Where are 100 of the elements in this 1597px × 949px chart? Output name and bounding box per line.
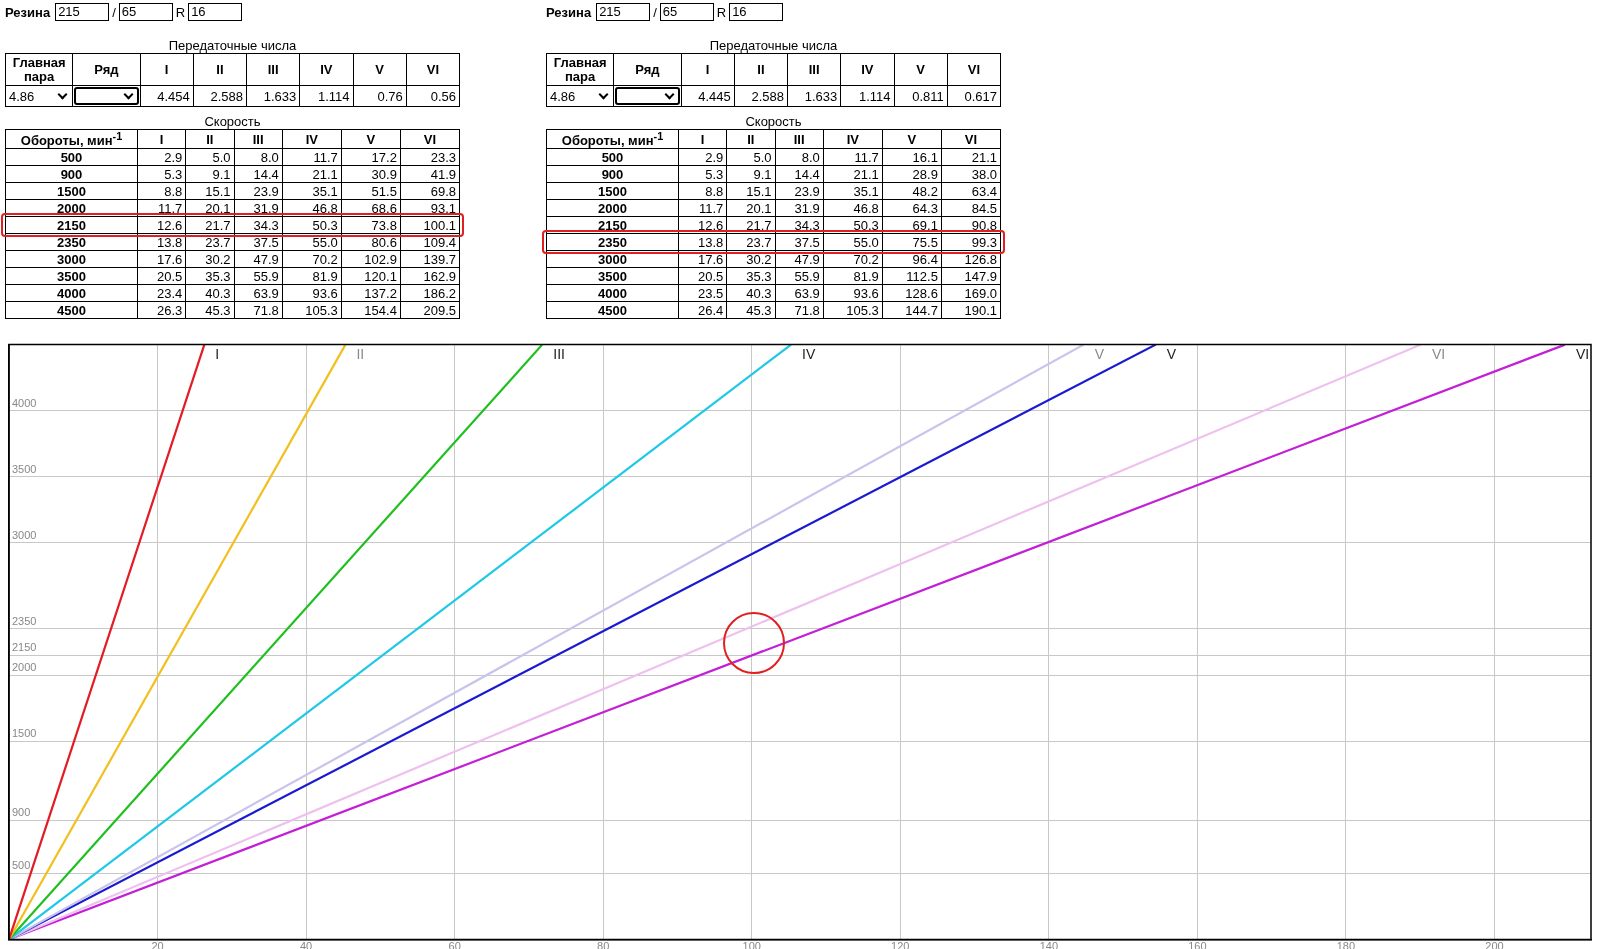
x-tick-label: II [185,129,234,149]
x-tick-label: I [137,129,186,149]
data-label: 37.5 [234,233,283,251]
data-label: 186.2 [400,284,460,302]
y-tick-label: 2000 [5,199,138,217]
data-label: 12.6 [678,216,727,234]
data-label: 8.0 [775,148,824,166]
x-tick-label: 160 [1188,939,1207,949]
x-tick-label: I [678,129,727,149]
data-label: 1.633 [787,85,841,107]
text: 16 [729,3,784,21]
data-label: 17.6 [137,250,186,268]
text: 65 [659,3,714,21]
data-label: 4.86 [9,88,35,104]
series-label: III [553,346,565,363]
y-tick-label: 500 [5,148,138,166]
data-label: 11.7 [282,148,342,166]
data-label: 16.1 [882,148,942,166]
y-tick-label: 3000 [546,250,679,268]
category-label: IV [840,53,894,86]
data-label: 162.9 [400,267,460,285]
data-label: 26.3 [137,301,186,319]
data-label: 68.6 [341,199,401,217]
y-tick-label: 500 [12,859,31,872]
data-label: 47.9 [234,250,283,268]
y-tick-label: 3000 [12,528,37,541]
data-label: 90.8 [941,216,1001,234]
data-label: 55.0 [823,233,883,251]
data-label: 80.6 [341,233,401,251]
data-label: 35.3 [726,267,775,285]
x-tick-label: 40 [299,939,313,949]
series-label: VI [1431,346,1446,363]
data-label: 11.7 [678,199,727,217]
x-tick-label: IV [823,129,883,149]
data-label: 4.86 [550,88,576,104]
series-label: V [1166,346,1177,363]
data-label: 0.617 [947,85,1001,107]
y-tick-label: 4000 [5,284,138,302]
data-label: 169.0 [941,284,1001,302]
data-label: 13.8 [678,233,727,251]
data-label: 4.454 [140,85,194,107]
data-label: 20.1 [726,199,775,217]
data-label: 38.0 [941,165,1001,183]
text: 215 [55,3,110,21]
data-label: 5.3 [678,165,727,183]
data-label: 23.3 [400,148,460,166]
series-label: I [215,346,220,363]
data-label: 4.445 [681,85,735,107]
y-tick-label: 2000 [12,661,37,674]
y-tick-label: 3500 [5,267,138,285]
data-label: 128.6 [882,284,942,302]
y-tick-label: 3000 [5,250,138,268]
data-label: 105.3 [282,301,342,319]
y-tick-label: 1500 [546,182,679,200]
data-label: 105.3 [823,301,883,319]
data-label: 21.7 [185,216,234,234]
text: Резина [5,4,51,20]
y-tick-label: 4500 [546,301,679,319]
category-label: II [193,53,247,86]
text: 215 [596,3,651,21]
y-tick-label: 900 [12,806,31,819]
data-label: 15.1 [185,182,234,200]
y-tick-label: 2350 [5,233,138,251]
x-tick-label: V [341,129,401,149]
category-label: I [140,53,194,86]
data-label: 12.6 [137,216,186,234]
y-tick-label: 1500 [5,182,138,200]
category-label: V [353,53,407,86]
x-tick-label: 140 [1039,939,1058,949]
data-label: 35.1 [823,182,883,200]
data-label: 23.9 [234,182,283,200]
y-tick-label: 3500 [12,462,37,475]
data-label: 28.9 [882,165,942,183]
text: Передаточные числа [708,38,839,53]
y-tick-label: 4000 [546,284,679,302]
data-label: 45.3 [726,301,775,319]
data-label: 35.3 [185,267,234,285]
data-label: 209.5 [400,301,460,319]
category-label: III [246,53,300,86]
data-label: 73.8 [341,216,401,234]
data-label: 8.0 [234,148,283,166]
data-label: 50.3 [823,216,883,234]
data-label: 31.9 [775,199,824,217]
data-label: 2.9 [678,148,727,166]
data-label: 8.8 [137,182,186,200]
data-label: 126.8 [941,250,1001,268]
data-label: 70.2 [823,250,883,268]
data-label: 21.1 [941,148,1001,166]
y-tick-label: 2150 [5,216,138,234]
data-label: 34.3 [775,216,824,234]
category-label: V [894,53,948,86]
category-label: I [681,53,735,86]
data-label: 14.4 [234,165,283,183]
x-tick-label: IV [282,129,342,149]
data-label: 35.1 [282,182,342,200]
data-label: 84.5 [941,199,1001,217]
x-tick-label: III [775,129,824,149]
data-label: 0.811 [894,85,948,107]
data-label: 99.3 [941,233,1001,251]
data-label: 51.5 [341,182,401,200]
